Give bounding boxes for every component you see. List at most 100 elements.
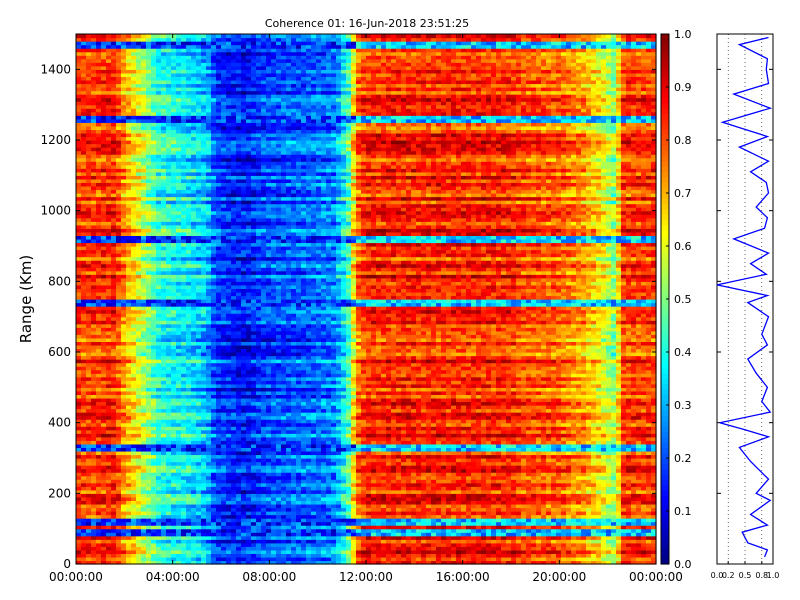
heatmap-cell — [236, 507, 242, 511]
heatmap-cell — [296, 504, 302, 508]
heatmap-cell — [301, 440, 307, 444]
heatmap-cell — [316, 515, 322, 519]
heatmap-cell — [611, 451, 617, 455]
heatmap-cell — [296, 465, 302, 469]
heatmap-cell — [521, 423, 527, 427]
heatmap-cell — [361, 493, 367, 497]
heatmap-cell — [81, 444, 87, 448]
heatmap-cell — [416, 419, 422, 423]
heatmap-cell — [81, 539, 87, 543]
heatmap-cell — [281, 458, 287, 462]
heatmap-cell — [196, 486, 202, 490]
heatmap-cell — [501, 553, 507, 557]
heatmap-cell — [516, 465, 522, 469]
heatmap-cell — [271, 536, 277, 540]
heatmap-cell — [76, 522, 82, 526]
heatmap-cell — [451, 483, 457, 487]
heatmap-cell — [231, 433, 237, 437]
heatmap-cell — [181, 543, 187, 547]
heatmap-cell — [386, 472, 392, 476]
heatmap-cell — [601, 539, 607, 543]
heatmap-cell — [586, 493, 592, 497]
heatmap-cell — [181, 518, 187, 522]
heatmap-cell — [86, 515, 92, 519]
heatmap-cell — [526, 553, 532, 557]
heatmap-cell — [641, 458, 647, 462]
heatmap-cell — [106, 557, 112, 561]
heatmap-cell — [281, 486, 287, 490]
heatmap-cell — [371, 518, 377, 522]
heatmap-cell — [511, 546, 517, 550]
heatmap-cell — [611, 423, 617, 427]
heatmap-cell — [411, 497, 417, 501]
heatmap-cell — [266, 529, 272, 533]
heatmap-cell — [526, 440, 532, 444]
heatmap-cell — [561, 419, 567, 423]
heatmap-cell — [321, 472, 327, 476]
heatmap-cell — [406, 550, 412, 554]
heatmap-cell — [376, 412, 382, 416]
heatmap-cell — [546, 454, 552, 458]
heatmap-cell — [461, 458, 467, 462]
heatmap-cell — [296, 444, 302, 448]
heatmap-cell — [106, 469, 112, 473]
heatmap-cell — [636, 550, 642, 554]
heatmap-cell — [211, 423, 217, 427]
heatmap-cell — [396, 479, 402, 483]
heatmap-cell — [576, 412, 582, 416]
heatmap-cell — [301, 532, 307, 536]
heatmap-cell — [141, 479, 147, 483]
heatmap-cell — [101, 557, 107, 561]
heatmap-cell — [211, 479, 217, 483]
heatmap-cell — [461, 430, 467, 434]
heatmap-cell — [521, 479, 527, 483]
heatmap-cell — [266, 416, 272, 420]
heatmap-cell — [606, 557, 612, 561]
heatmap-cell — [241, 557, 247, 561]
heatmap-cell — [431, 493, 437, 497]
heatmap-cell — [511, 529, 517, 533]
heatmap-cell — [646, 458, 652, 462]
heatmap-cell — [421, 515, 427, 519]
heatmap-cell — [391, 486, 397, 490]
heatmap-cell — [346, 515, 352, 519]
heatmap-cell — [271, 426, 277, 430]
heatmap-cell — [86, 550, 92, 554]
heatmap-cell — [571, 486, 577, 490]
heatmap-cell — [151, 426, 157, 430]
heatmap-cell — [586, 546, 592, 550]
heatmap-cell — [241, 504, 247, 508]
heatmap-cell — [551, 476, 557, 480]
heatmap-cell — [466, 518, 472, 522]
heatmap-cell — [446, 440, 452, 444]
heatmap-cell — [631, 465, 637, 469]
heatmap-cell — [111, 546, 117, 550]
heatmap-cell — [271, 447, 277, 451]
heatmap-cell — [326, 532, 332, 536]
heatmap-cell — [396, 430, 402, 434]
heatmap-cell — [586, 504, 592, 508]
heatmap-cell — [156, 507, 162, 511]
heatmap-cell — [121, 525, 127, 529]
heatmap-cell — [491, 451, 497, 455]
heatmap-cell — [521, 546, 527, 550]
heatmap-cell — [76, 416, 82, 420]
heatmap-cell — [606, 529, 612, 533]
heatmap-cell — [81, 416, 87, 420]
heatmap-cell — [511, 479, 517, 483]
heatmap-cell — [631, 462, 637, 466]
heatmap-cell — [396, 536, 402, 540]
heatmap-cell — [436, 469, 442, 473]
heatmap-cell — [646, 536, 652, 540]
heatmap-cell — [416, 557, 422, 561]
heatmap-cell — [511, 465, 517, 469]
heatmap-cell — [541, 515, 547, 519]
heatmap-cell — [496, 469, 502, 473]
heatmap-cell — [421, 546, 427, 550]
heatmap-cell — [206, 550, 212, 554]
heatmap-cell — [156, 433, 162, 437]
heatmap-cell — [121, 462, 127, 466]
heatmap-cell — [221, 419, 227, 423]
heatmap-cell — [596, 493, 602, 497]
heatmap-cell — [296, 472, 302, 476]
